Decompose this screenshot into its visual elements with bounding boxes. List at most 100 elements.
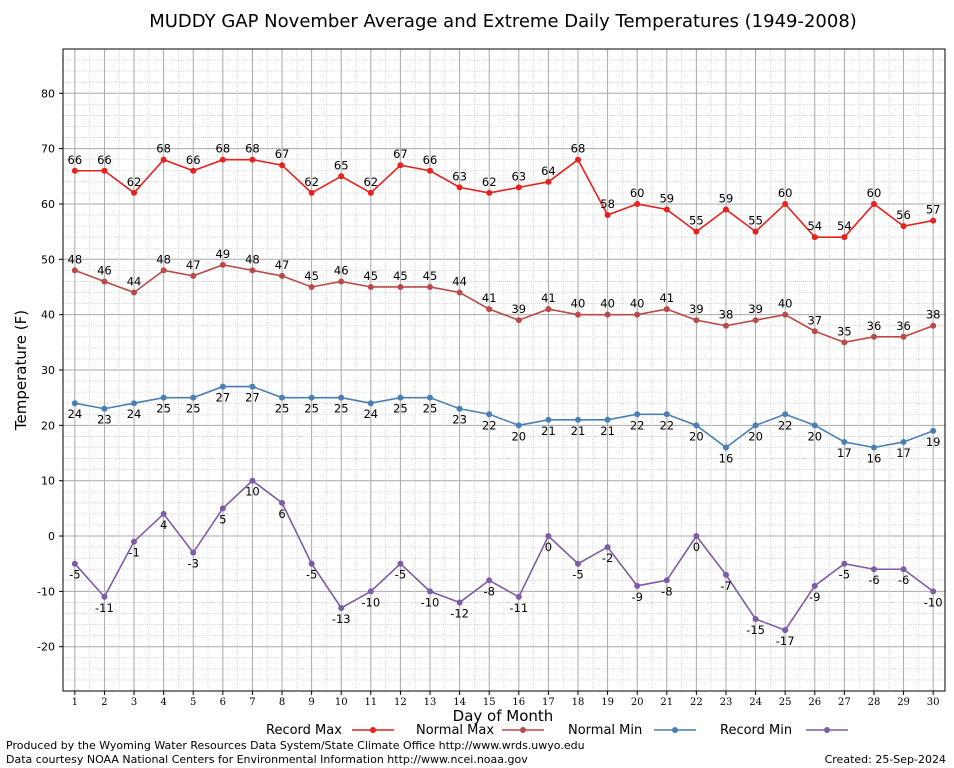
data-label: 62	[363, 175, 378, 189]
data-point	[782, 411, 789, 418]
series-line	[74, 264, 934, 344]
data-point	[486, 577, 493, 584]
data-point	[752, 317, 759, 324]
data-label: 47	[275, 258, 290, 272]
y-tick-label: 40	[41, 309, 55, 322]
legend-label: Record Min	[720, 723, 792, 738]
data-point	[841, 560, 848, 567]
data-label: 54	[807, 219, 822, 233]
x-tick-label: 29	[897, 697, 910, 708]
data-label: 39	[748, 302, 763, 316]
data-point	[249, 267, 256, 274]
data-point	[752, 228, 759, 235]
data-point	[427, 167, 434, 174]
x-tick-label: 4	[160, 697, 166, 708]
data-label: 0	[545, 540, 552, 554]
series-line	[74, 158, 934, 238]
data-point	[604, 416, 611, 423]
data-point	[71, 167, 78, 174]
data-point	[367, 400, 374, 407]
data-point	[900, 223, 907, 230]
x-tick-label: 30	[927, 697, 940, 708]
data-point	[219, 505, 226, 512]
data-point	[870, 200, 877, 207]
x-axis-label: Day of Month	[453, 707, 554, 725]
data-point	[427, 394, 434, 401]
data-label: 44	[452, 275, 467, 289]
data-label: -10	[421, 595, 440, 609]
data-label: 20	[807, 429, 822, 443]
data-point	[693, 533, 700, 540]
data-label: 68	[245, 142, 260, 156]
data-label: 10	[245, 485, 260, 499]
data-point	[397, 394, 404, 401]
data-point	[811, 328, 818, 335]
data-label: -10	[361, 595, 380, 609]
series-record-max: 66 66 62 68 66 68 68 67 62 65 62 67 66 63 62 63 64 68 58 60…	[68, 142, 940, 241]
data-label: -7	[720, 579, 731, 593]
data-label: 46	[97, 263, 112, 277]
data-label: 65	[334, 158, 349, 172]
footer-created: Created: 25-Sep-2024	[824, 753, 946, 766]
x-tick-label: 7	[249, 697, 255, 708]
data-label: -6	[868, 573, 879, 587]
data-point	[427, 283, 434, 290]
y-tick-label: 80	[41, 87, 55, 100]
data-point	[545, 416, 552, 423]
data-label: 17	[896, 446, 911, 460]
data-point	[870, 566, 877, 573]
data-point	[900, 438, 907, 445]
data-label: 45	[423, 269, 438, 283]
data-point	[101, 405, 108, 412]
data-label: 47	[186, 258, 201, 272]
data-point	[486, 189, 493, 196]
data-label: -5	[306, 568, 317, 582]
data-label: -2	[602, 551, 613, 565]
data-label: 25	[275, 402, 290, 416]
data-point	[811, 582, 818, 589]
data-label: 38	[719, 308, 734, 322]
data-point	[160, 510, 167, 517]
data-label: 62	[482, 175, 497, 189]
data-point	[160, 394, 167, 401]
y-tick-label: 0	[48, 530, 55, 543]
legend-label: Record Max	[266, 723, 342, 738]
data-label: 20	[748, 429, 763, 443]
data-label: 60	[867, 186, 882, 200]
data-label: 40	[600, 297, 615, 311]
data-point	[308, 560, 315, 567]
data-point	[722, 206, 729, 213]
data-label: 25	[304, 402, 319, 416]
data-point	[782, 200, 789, 207]
x-tick-label: 13	[424, 697, 437, 708]
legend-swatch-marker	[370, 727, 376, 733]
data-point	[782, 311, 789, 318]
data-label: 24	[68, 407, 83, 421]
data-label: 19	[926, 435, 941, 449]
y-tick-label: 60	[41, 198, 55, 211]
data-label: -5	[572, 568, 583, 582]
data-label: 48	[245, 252, 260, 266]
data-point	[545, 306, 552, 313]
data-point	[71, 400, 78, 407]
data-point	[663, 411, 670, 418]
data-point	[634, 200, 641, 207]
data-label: 66	[423, 153, 438, 167]
data-label: 48	[68, 252, 83, 266]
data-point	[456, 599, 463, 606]
data-label: 67	[393, 147, 408, 161]
data-label: 41	[482, 291, 497, 305]
data-point	[545, 533, 552, 540]
data-label: -13	[332, 612, 351, 626]
data-label: 46	[334, 263, 349, 277]
legend-swatch-marker	[672, 727, 678, 733]
data-point	[279, 162, 286, 169]
data-point	[545, 178, 552, 185]
x-tick-label: 15	[483, 697, 496, 708]
data-point	[219, 156, 226, 163]
data-point	[515, 422, 522, 429]
data-label: 60	[778, 186, 793, 200]
data-point	[486, 306, 493, 313]
data-label: 24	[363, 407, 378, 421]
